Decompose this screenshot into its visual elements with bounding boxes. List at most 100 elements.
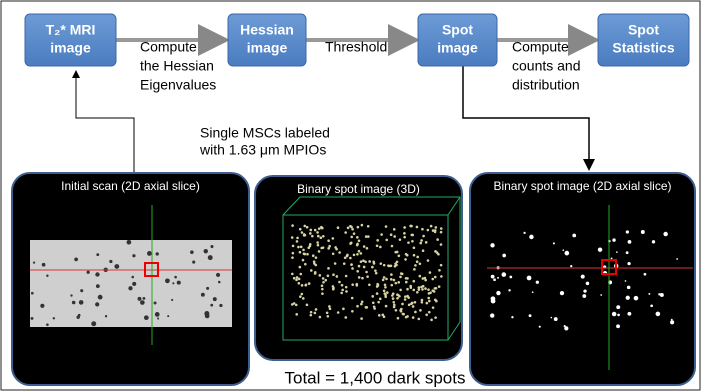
spot-3d	[332, 273, 335, 276]
panel	[255, 176, 462, 360]
spot-3d	[438, 285, 441, 288]
spot-3d	[316, 231, 319, 234]
dark-spot	[91, 321, 96, 326]
spot-3d	[350, 263, 353, 266]
spot-3d	[399, 276, 402, 279]
step-label: image	[247, 40, 288, 56]
spot-3d	[320, 236, 323, 239]
dark-spot	[165, 278, 170, 283]
dark-spot	[46, 275, 48, 277]
spot-3d	[292, 252, 295, 255]
bright-spot	[523, 232, 525, 234]
spot-3d	[372, 301, 375, 304]
dark-spot	[204, 311, 209, 316]
spot-3d	[292, 245, 295, 248]
spot-3d	[353, 254, 356, 257]
dark-spot	[140, 300, 145, 305]
spot-3d	[425, 241, 428, 244]
spot-3d	[390, 278, 393, 281]
spot-3d	[380, 262, 383, 265]
spot-3d	[416, 256, 419, 259]
spot-3d	[360, 252, 363, 255]
spot-3d	[382, 279, 385, 282]
bright-spot	[529, 314, 532, 317]
bright-spot	[536, 281, 539, 284]
transition-label: Eigenvalues	[140, 77, 216, 93]
spot-3d	[358, 239, 361, 242]
bright-spot	[600, 294, 602, 296]
spot-3d	[405, 281, 408, 284]
spot-3d	[321, 227, 324, 230]
bright-spot	[616, 251, 618, 253]
spot-3d	[327, 239, 330, 242]
spot-3d	[419, 242, 422, 245]
spot-3d	[310, 269, 313, 272]
spot-3d	[308, 282, 311, 285]
dark-spot	[31, 292, 34, 295]
dark-spot	[147, 251, 152, 256]
bright-spot	[598, 247, 602, 251]
spot-3d	[427, 297, 430, 300]
spot-3d	[416, 291, 419, 294]
bright-spot	[627, 262, 630, 265]
spot-3d	[435, 287, 438, 290]
bright-spot	[493, 278, 496, 281]
spot-3d	[425, 313, 428, 316]
spot-3d	[421, 288, 424, 291]
bright-spot	[564, 325, 566, 327]
spot-3d	[398, 295, 401, 298]
spot-3d	[428, 311, 431, 314]
spot-3d	[300, 246, 303, 249]
spot-3d	[390, 284, 393, 287]
spot-3d	[419, 262, 422, 265]
spot-3d	[384, 286, 387, 289]
spot-3d	[390, 233, 393, 236]
spot-3d	[387, 264, 390, 267]
spot-3d	[408, 304, 411, 307]
spot-3d	[358, 250, 361, 253]
dark-spot	[218, 281, 221, 284]
bright-spot	[652, 240, 655, 243]
panel	[470, 173, 695, 385]
dark-spot	[174, 276, 177, 279]
bright-spot	[626, 296, 630, 300]
step-label: Hessian	[240, 22, 294, 38]
spot-3d	[365, 271, 368, 274]
footer: Total = 1,400 dark spots	[285, 368, 466, 387]
spot-3d	[327, 247, 330, 250]
dark-spot	[42, 263, 46, 267]
transition-label: counts and	[512, 58, 581, 74]
spot-3d	[313, 262, 316, 265]
spot-3d	[303, 233, 306, 236]
spot-3d	[306, 304, 309, 307]
spot-3d	[421, 301, 424, 304]
spot-3d	[379, 246, 382, 249]
spot-3d	[317, 235, 320, 238]
spot-3d	[396, 293, 399, 296]
spot-3d	[291, 236, 294, 239]
spot-3d	[378, 314, 381, 317]
spot-3d	[336, 275, 339, 278]
spot-3d	[383, 264, 386, 267]
dark-spot	[171, 299, 173, 301]
spot-3d	[349, 257, 352, 260]
spot-3d	[301, 284, 304, 287]
dark-spot	[219, 304, 222, 307]
dark-spot	[167, 315, 169, 317]
bright-spot	[496, 291, 500, 295]
spot-3d	[298, 282, 301, 285]
spot-3d	[345, 290, 348, 293]
bright-spot	[626, 230, 629, 233]
spot-3d	[435, 226, 438, 229]
spot-3d	[385, 278, 388, 281]
spot-3d	[302, 297, 305, 300]
spot-3d	[314, 229, 317, 232]
spot-3d	[353, 232, 356, 235]
bright-spot	[670, 320, 674, 324]
spot-3d	[311, 235, 314, 238]
spot-3d	[364, 260, 367, 263]
spot-3d	[376, 292, 379, 295]
spot-3d	[393, 279, 396, 282]
spot-3d	[406, 295, 409, 298]
spot-3d	[376, 239, 379, 242]
